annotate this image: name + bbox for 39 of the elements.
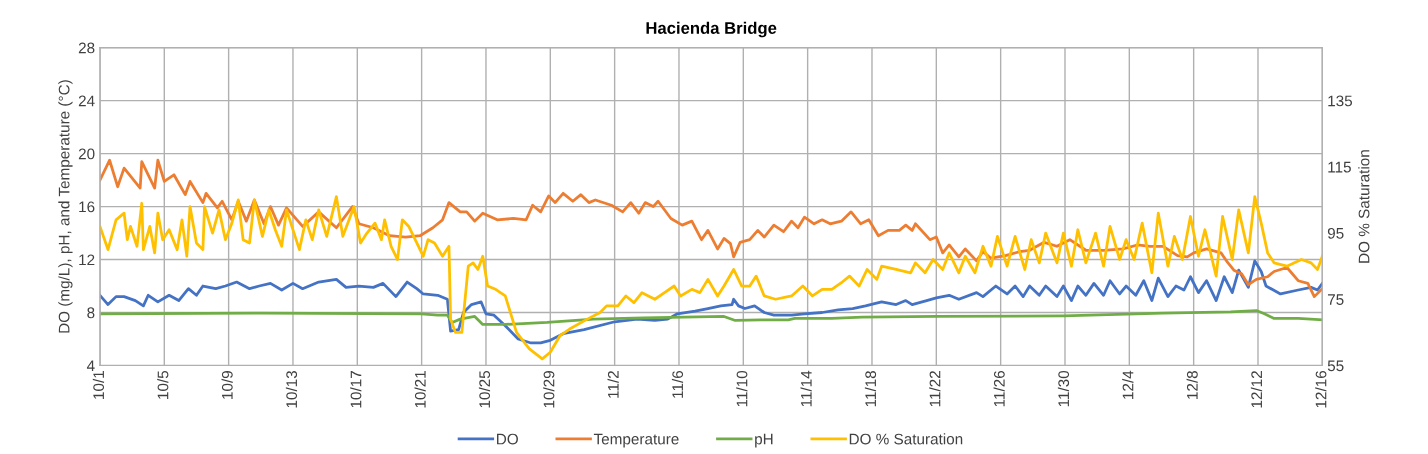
legend-label: pH <box>755 433 773 448</box>
y-axis-title: DO (mg/L), pH, and Temperature (°C) <box>58 80 73 333</box>
x-tick-label: 11/14 <box>800 370 812 407</box>
x-tick-label: 11/2 <box>607 371 619 398</box>
y-tick-label: 8 <box>87 307 95 319</box>
y-tick-label: 20 <box>78 148 95 160</box>
legend-label: Temperature <box>593 433 679 448</box>
x-tick-label: 11/6 <box>671 371 684 398</box>
y-tick-label: 4 <box>86 360 95 372</box>
x-tick-label: 11/18 <box>864 370 877 407</box>
x-tick-label: 12/8 <box>1186 370 1198 399</box>
x-tick-label: 10/17 <box>350 371 362 408</box>
y2-tick-label: 135 <box>1328 95 1353 107</box>
x-tick-label: 11/30 <box>1057 370 1070 407</box>
x-tick-label: 11/10 <box>736 370 748 407</box>
x-tick-label: 10/29 <box>543 371 555 408</box>
x-tick-label: 12/16 <box>1315 371 1327 408</box>
x-tick-label: 12/12 <box>1250 371 1263 408</box>
y-tick-label: 28 <box>78 42 95 54</box>
legend-label: DO % Saturation <box>849 433 963 445</box>
y-tick-label: 12 <box>79 254 95 266</box>
x-tick-label: 10/9 <box>221 371 233 399</box>
chart-title: Hacienda Bridge <box>646 21 777 38</box>
y2-tick-label: 95 <box>1327 227 1344 239</box>
x-tick-label: 12/4 <box>1122 370 1134 399</box>
x-tick-label: 10/1 <box>92 371 105 399</box>
y2-tick-label: 55 <box>1327 360 1344 372</box>
y-tick-label: 24 <box>78 95 95 107</box>
x-tick-label: 10/13 <box>285 371 298 408</box>
x-tick-label: 10/21 <box>414 371 426 408</box>
y-tick-label: 16 <box>79 201 95 213</box>
x-tick-label: 11/22 <box>929 371 941 407</box>
legend-label: DO <box>497 433 518 445</box>
x-tick-label: 10/5 <box>157 370 169 399</box>
x-tick-label: 11/26 <box>993 371 1005 407</box>
y2-tick-label: 115 <box>1328 161 1351 173</box>
y2-tick-label: 75 <box>1327 294 1344 305</box>
y2-axis-title: DO % Saturation <box>1358 150 1370 263</box>
x-tick-label: 10/25 <box>478 370 491 408</box>
